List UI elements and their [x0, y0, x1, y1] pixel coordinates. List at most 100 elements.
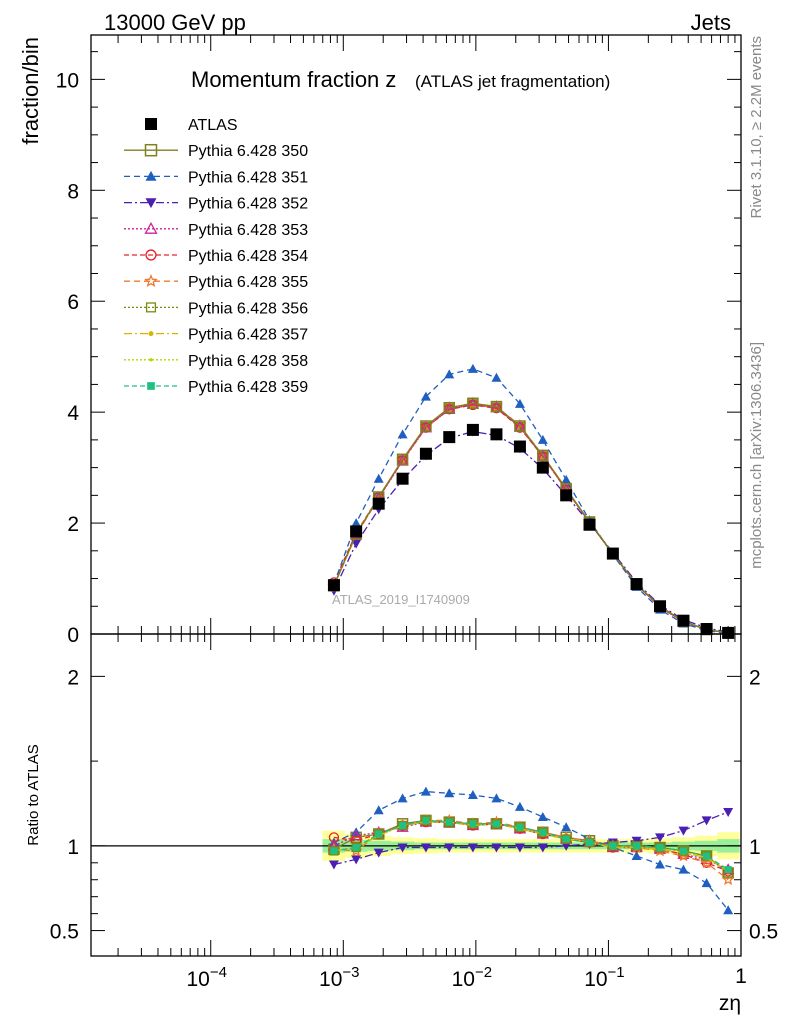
ratio-point	[328, 860, 339, 870]
ratio-point	[701, 816, 712, 826]
ratio-point	[701, 851, 712, 861]
ratio-point	[609, 842, 617, 850]
legend-marker	[148, 331, 154, 337]
legend-label: Pythia 6.428 357	[188, 327, 308, 344]
ratio-point	[562, 835, 570, 843]
data-point	[420, 420, 432, 432]
legend-label: Pythia 6.428 351	[188, 169, 308, 186]
y-tick-label-right: 2	[749, 666, 761, 689]
legend-marker	[144, 143, 158, 157]
data-point	[396, 453, 409, 466]
legend-marker	[147, 382, 155, 390]
y-tick-label-right: 0.5	[749, 921, 778, 944]
data-point	[443, 431, 456, 444]
data-point	[350, 525, 363, 538]
y-tick-label: 6	[67, 291, 79, 314]
x-tick-label: 10−4	[186, 964, 226, 991]
data-point	[444, 369, 455, 379]
y-tick-label: 2	[67, 666, 79, 689]
ratio-point	[399, 822, 407, 830]
y-tick-label: 0	[67, 624, 79, 647]
ratio-point	[514, 801, 525, 811]
data-point	[327, 579, 340, 592]
ratio-point	[444, 788, 455, 798]
ratio-point	[491, 843, 502, 853]
legend-entry: Pythia 6.428 351	[124, 169, 308, 186]
ratio-point	[724, 866, 732, 874]
x-axis-label: zη	[719, 992, 741, 1015]
data-point	[722, 626, 735, 639]
legend-marker	[149, 358, 153, 362]
ratio-point	[700, 856, 713, 869]
y-tick-label: 2	[67, 513, 79, 536]
ratio-line	[333, 819, 729, 871]
y-tick-label: 1	[67, 836, 79, 859]
ratio-point	[469, 820, 477, 828]
y-tick-label: 8	[67, 180, 79, 203]
data-point	[396, 472, 409, 485]
ratio-point	[703, 852, 711, 860]
chart-title: Momentum fraction z	[191, 67, 396, 92]
ratio-point	[421, 815, 431, 826]
data-point	[467, 363, 478, 373]
data-point	[700, 623, 713, 636]
legend-label: Pythia 6.428 355	[188, 274, 308, 291]
data-point	[560, 489, 573, 502]
side-note-mcplots: mcplots.cern.ch [arXiv:1306.3436]	[748, 342, 765, 569]
legend: ATLAS Pythia 6.428 350 Pythia 6.428 351 Pyt…	[124, 117, 308, 396]
data-point	[583, 518, 596, 531]
ratio-point	[328, 832, 340, 843]
ratio-point	[492, 820, 500, 828]
series-0	[327, 423, 735, 639]
ratio-point	[467, 790, 478, 799]
ratio-point	[373, 805, 384, 815]
legend-label: Pythia 6.428 350	[188, 143, 308, 160]
legend-entry: Pythia 6.428 356	[124, 300, 308, 317]
ratio-point	[678, 826, 689, 836]
legend-label: Pythia 6.428 354	[188, 248, 308, 265]
legend-entry: Pythia 6.428 358	[124, 353, 308, 370]
legend-label: Pythia 6.428 352	[188, 196, 308, 213]
legend-marker	[144, 221, 158, 234]
ratio-point	[586, 838, 594, 846]
ratio-point	[422, 816, 430, 824]
data-point	[372, 497, 385, 510]
ratio-point	[678, 864, 689, 874]
ratio-point	[373, 848, 384, 858]
ratio-line	[333, 811, 729, 866]
header-right: Jets	[691, 10, 731, 35]
x-tick-label: 1	[735, 965, 747, 988]
data-point	[467, 397, 479, 410]
legend-entry: Pythia 6.428 359	[124, 379, 308, 396]
legend-entry: Pythia 6.428 357	[124, 327, 308, 344]
ratio-point	[516, 823, 524, 831]
ratio-point	[330, 847, 338, 855]
y-tick-label-right: 1	[749, 836, 761, 859]
x-tick-label: 10−3	[319, 964, 359, 991]
ratio-point	[375, 830, 383, 838]
data-point	[561, 474, 572, 484]
ratio-point	[537, 812, 548, 822]
ratio-point	[352, 844, 360, 852]
legend-label: ATLAS	[188, 117, 238, 134]
ratio-y-axis-label: Ratio to ATLAS	[25, 744, 42, 845]
legend-label: Pythia 6.428 353	[188, 222, 308, 239]
data-point	[443, 401, 456, 414]
side-note-rivet: Rivet 3.1.10, ≥ 2.2M events	[748, 36, 765, 219]
data-point	[536, 461, 549, 474]
y-axis-label: fraction/bin	[18, 37, 43, 145]
series-line	[333, 403, 729, 634]
ratio-series-9	[330, 816, 732, 874]
ratio-point	[561, 822, 572, 832]
data-point	[630, 578, 643, 591]
legend-marker	[145, 249, 157, 261]
ratio-point	[539, 828, 547, 836]
ratio-point	[538, 827, 548, 837]
ratio-point	[561, 841, 572, 851]
ratio-point	[467, 843, 478, 853]
y-tick-label: 0.5	[50, 921, 79, 944]
data-point	[537, 434, 548, 444]
data-point	[490, 400, 503, 413]
legend-label: Pythia 6.428 356	[188, 300, 308, 317]
